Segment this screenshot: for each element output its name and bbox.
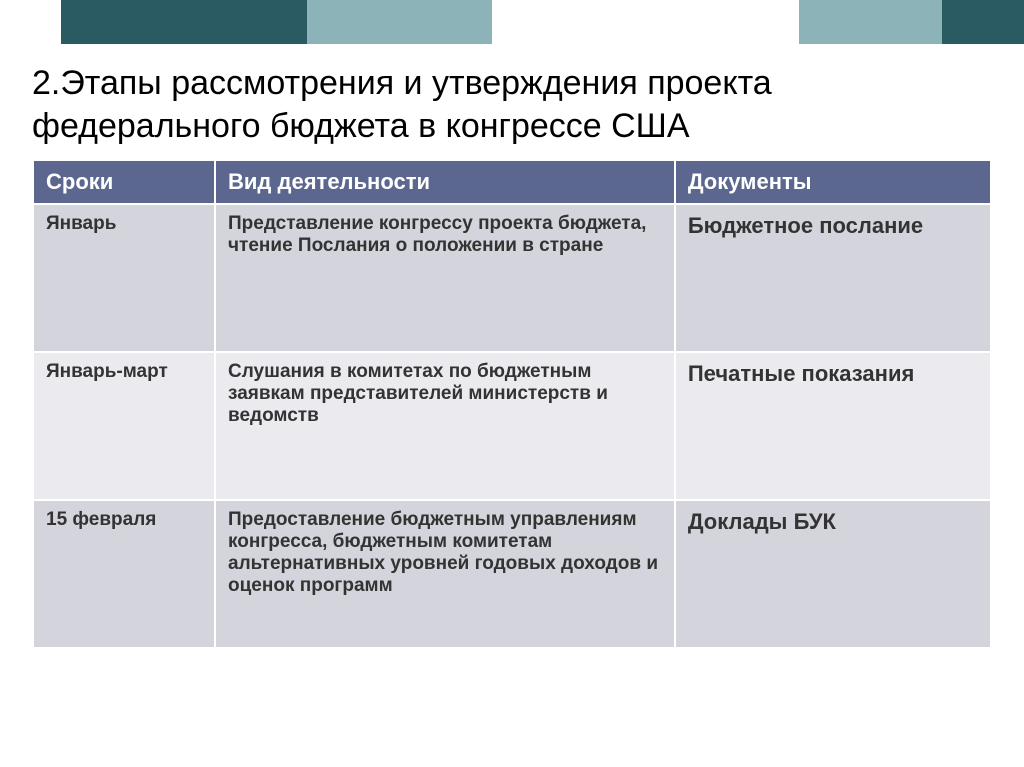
cell-activity: Предоставление бюджетным управлениям кон… [215,500,675,648]
cell-period: 15 февраля [33,500,215,648]
table-header-row: Сроки Вид деятельности Документы [33,160,991,204]
col-header-document: Документы [675,160,991,204]
cell-activity: Представление конгрессу проекта бюджета,… [215,204,675,352]
decorative-top-bar [0,0,1024,44]
table-row: ЯнварьПредставление конгрессу проекта бю… [33,204,991,352]
top-bar-segment [0,0,61,44]
table-row: Январь-мартСлушания в комитетах по бюдже… [33,352,991,500]
top-bar-segment [942,0,1024,44]
slide-content: 2.Этапы рассмотрения и утверждения проек… [0,44,1024,649]
cell-period: Январь [33,204,215,352]
cell-document: Бюджетное послание [675,204,991,352]
cell-period: Январь-март [33,352,215,500]
cell-document: Доклады БУК [675,500,991,648]
top-bar-segment [492,0,799,44]
col-header-period: Сроки [33,160,215,204]
budget-stages-table: Сроки Вид деятельности Документы ЯнварьП… [32,159,992,649]
top-bar-segment [61,0,307,44]
top-bar-segment [799,0,942,44]
col-header-activity: Вид деятельности [215,160,675,204]
cell-activity: Слушания в комитетах по бюджетным заявка… [215,352,675,500]
slide-title: 2.Этапы рассмотрения и утверждения проек… [32,62,992,147]
top-bar-segment [307,0,491,44]
table-row: 15 февраляПредоставление бюджетным управ… [33,500,991,648]
cell-document: Печатные показания [675,352,991,500]
